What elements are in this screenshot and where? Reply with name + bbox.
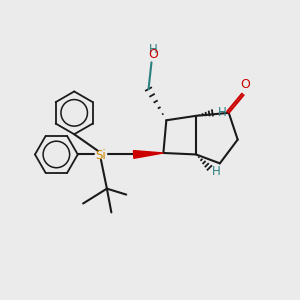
Text: O: O — [148, 48, 158, 62]
Text: H: H — [212, 165, 220, 178]
Polygon shape — [134, 151, 164, 158]
Text: H: H — [218, 106, 226, 119]
Text: H: H — [148, 44, 157, 56]
Text: Si: Si — [96, 149, 106, 162]
Text: O: O — [240, 78, 250, 91]
